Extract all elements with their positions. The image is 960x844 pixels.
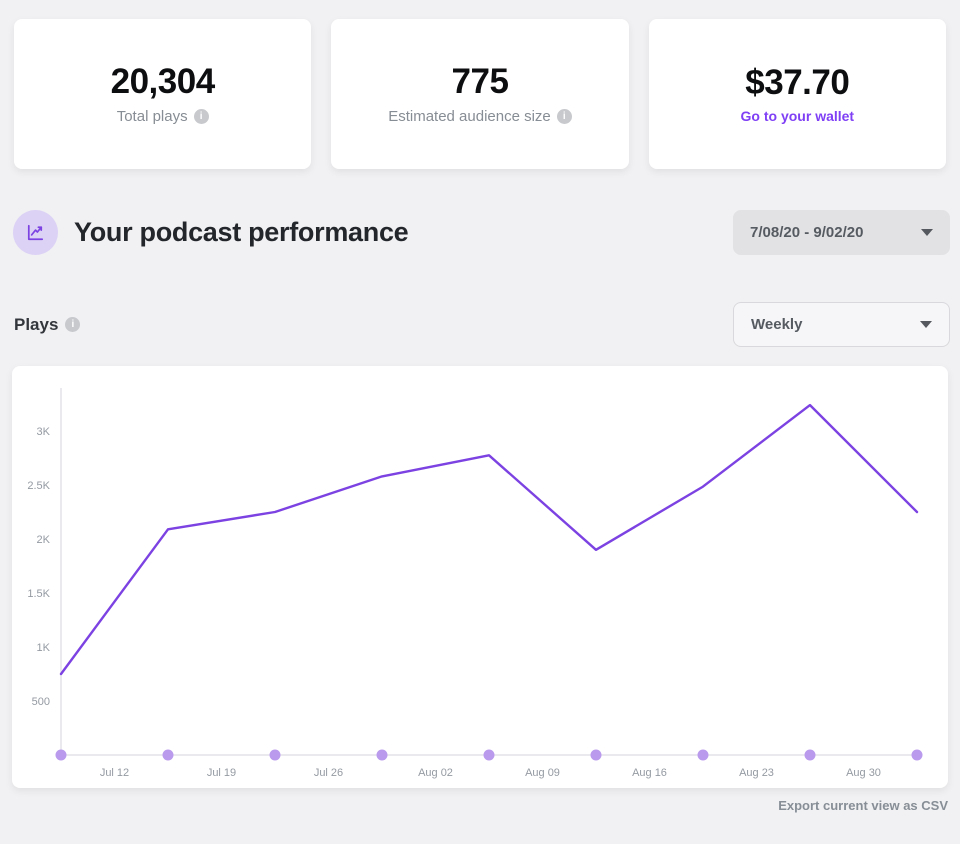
total-plays-label-text: Total plays xyxy=(116,107,188,125)
wallet-card: $37.70 Go to your wallet xyxy=(648,19,946,169)
plays-section-label: Plays xyxy=(14,314,59,334)
x-tick-label: Aug 30 xyxy=(846,767,881,779)
y-tick-label: 1K xyxy=(37,642,51,654)
axis-dot[interactable] xyxy=(590,749,602,761)
plays-line-chart[interactable]: 3K 2.5K 2K 1.5K 1K 500 Jul 12 Jul 19 Jul 26 Aug 0… xyxy=(12,366,948,788)
y-tick-label: 3K xyxy=(37,426,51,438)
chevron-down-icon xyxy=(921,229,933,236)
x-tick-label: Jul 26 xyxy=(314,767,343,779)
x-tick-label: Jul 12 xyxy=(100,767,129,779)
axis-dot[interactable] xyxy=(162,749,174,761)
chevron-down-icon xyxy=(920,321,932,328)
export-row: Export current view as CSV xyxy=(12,797,948,815)
export-csv-link[interactable]: Export current view as CSV xyxy=(778,798,948,813)
info-icon[interactable]: i xyxy=(556,108,572,124)
axis-dot[interactable] xyxy=(804,749,816,761)
podcast-analytics-page: 20,304 Total plays i 775 Estimated audie… xyxy=(0,19,960,844)
info-icon[interactable]: i xyxy=(65,317,81,332)
axis-dot[interactable] xyxy=(376,749,388,761)
wallet-balance-value: $37.70 xyxy=(745,62,850,102)
audience-size-label: Estimated audience size i xyxy=(388,108,572,125)
trend-line-icon xyxy=(27,224,44,241)
page-title: Your podcast performance xyxy=(74,217,409,247)
date-range-value: 7/08/20 - 9/02/20 xyxy=(750,224,864,241)
axis-dot[interactable] xyxy=(911,749,923,761)
axis-dot[interactable] xyxy=(55,749,67,761)
wallet-link[interactable]: Go to your wallet xyxy=(740,108,855,125)
axis-dot[interactable] xyxy=(697,749,709,761)
y-tick-label: 1.5K xyxy=(27,588,50,600)
performance-header: Your podcast performance 7/08/20 - 9/02/… xyxy=(13,210,950,255)
x-tick-label: Aug 23 xyxy=(739,767,774,779)
info-icon[interactable]: i xyxy=(193,108,209,124)
total-plays-value: 20,304 xyxy=(110,62,216,102)
axis-dot[interactable] xyxy=(483,749,495,761)
performance-chart-icon xyxy=(13,210,58,255)
audience-size-label-text: Estimated audience size xyxy=(388,107,551,125)
interval-dropdown[interactable]: Weekly xyxy=(733,302,950,347)
date-range-dropdown[interactable]: 7/08/20 - 9/02/20 xyxy=(733,210,950,255)
plays-controls-row: Plays i Weekly xyxy=(14,302,950,347)
audience-size-card: 775 Estimated audience size i xyxy=(331,19,629,169)
y-tick-label: 2K xyxy=(37,534,51,546)
x-tick-label: Jul 19 xyxy=(207,767,236,779)
audience-size-value: 775 xyxy=(451,62,509,102)
total-plays-card: 20,304 Total plays i xyxy=(14,19,312,169)
x-tick-label: Aug 09 xyxy=(525,767,560,779)
total-plays-label: Total plays i xyxy=(117,108,209,125)
x-tick-label: Aug 02 xyxy=(418,767,453,779)
plays-section-header: Plays i xyxy=(14,314,81,335)
interval-value: Weekly xyxy=(751,316,803,333)
y-tick-label: 500 xyxy=(32,696,50,708)
x-tick-label: Aug 16 xyxy=(632,767,667,779)
plays-series-line xyxy=(59,403,919,676)
axis-dot[interactable] xyxy=(269,749,281,761)
stats-row: 20,304 Total plays i 775 Estimated audie… xyxy=(14,19,946,169)
plays-chart-card: 3K 2.5K 2K 1.5K 1K 500 Jul 12 Jul 19 Jul 26 Aug 0… xyxy=(12,366,948,788)
y-tick-label: 2.5K xyxy=(27,480,50,492)
